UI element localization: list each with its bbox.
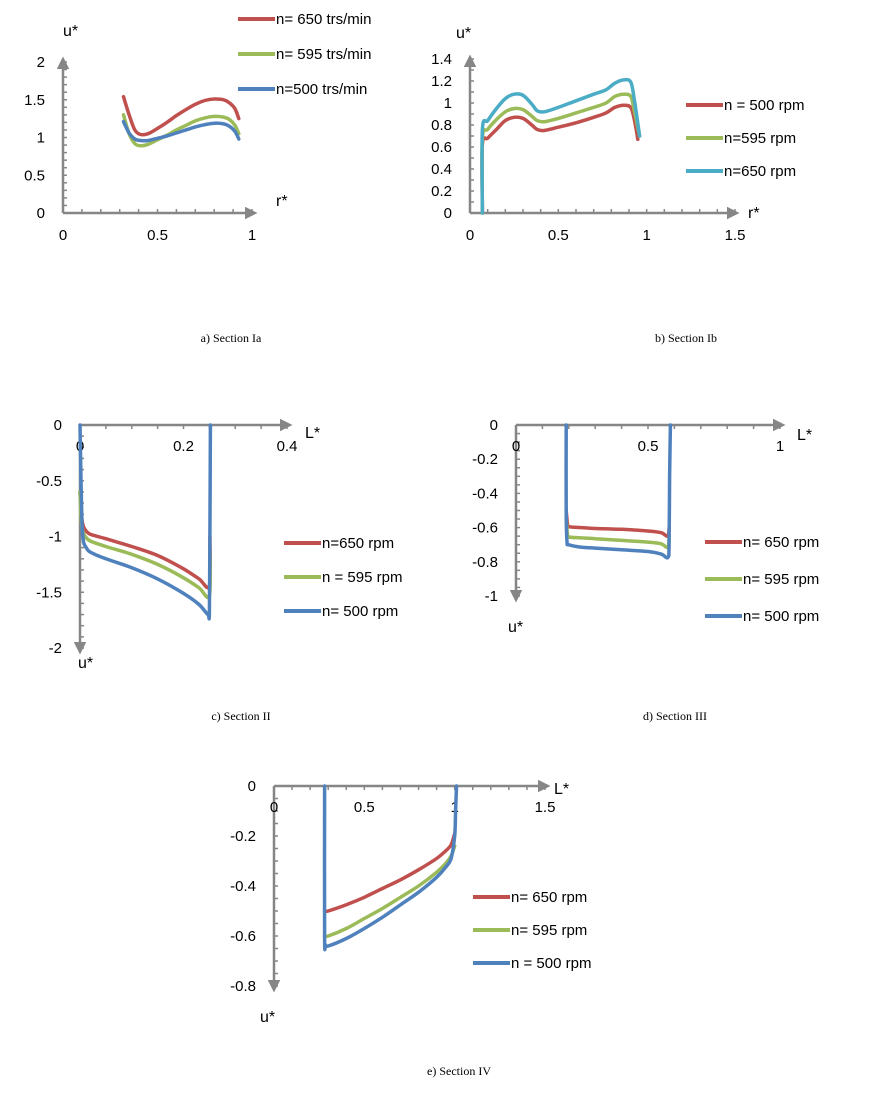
x-axis-title: L* (797, 427, 812, 444)
x-axis-title: L* (554, 781, 569, 798)
x-tick-label: 0.5 (638, 438, 659, 455)
chart-section-ia: 0 0.5 1 0 0.5 1 1.5 2 u* r* n= 650 trs/min n= 59… (24, 11, 371, 345)
legend-label: n= 650 rpm (511, 889, 587, 906)
x-tick-label: 0 (512, 438, 520, 455)
y-tick-label: 1 (37, 130, 45, 147)
y-tick-label: -0.4 (230, 878, 256, 895)
y-axis-title: u* (260, 1009, 275, 1026)
x-tick-label: 0.2 (173, 438, 194, 455)
y-tick-label: 0.5 (24, 167, 45, 184)
legend-label: n = 500 rpm (511, 955, 591, 972)
series-line-2 (322, 784, 459, 952)
y-tick-label: -2 (49, 640, 62, 657)
x-tick-label: 1.5 (535, 799, 556, 816)
series-line-0 (564, 508, 671, 538)
series-line-1 (322, 844, 457, 939)
legend-label: n= 500 rpm (743, 608, 819, 625)
y-tick-label: -0.2 (472, 451, 498, 468)
y-tick-label: -0.2 (230, 828, 256, 845)
chart-section-ib: 0 0.5 1 1.5 0 0.2 0.4 0.6 0.8 1 1.2 1.4 u* r* n = 5… (431, 25, 804, 345)
y-tick-label: 0 (248, 778, 256, 795)
legend-label: n = 595 rpm (322, 569, 402, 586)
legend-label: n= 595 rpm (511, 922, 587, 939)
series-line-2 (121, 119, 241, 143)
y-tick-label: 0.6 (431, 139, 452, 156)
series-line-2 (78, 423, 213, 621)
x-tick-label: 1.5 (725, 227, 746, 244)
series-line-2 (480, 77, 642, 215)
y-tick-label: 0 (54, 417, 62, 434)
x-tick-label: 0.4 (277, 438, 298, 455)
x-axis-title: L* (305, 425, 320, 442)
y-axis-title: u* (456, 25, 471, 42)
y-tick-label: -0.5 (36, 473, 62, 490)
y-tick-label: -1.5 (36, 584, 62, 601)
legend-label: n= 595 rpm (743, 571, 819, 588)
y-tick-label: 0.8 (431, 117, 452, 134)
legend-label: n= 650 trs/min (276, 11, 371, 28)
series-line-1 (121, 113, 241, 148)
y-tick-label: -1 (485, 588, 498, 605)
y-tick-label: 1.5 (24, 92, 45, 109)
y-tick-label: 0.4 (431, 161, 452, 178)
legend-label: n=595 rpm (724, 130, 796, 147)
y-tick-label: 1.4 (431, 51, 452, 68)
legend-label: n= 595 trs/min (276, 46, 371, 63)
y-tick-label: 1 (444, 95, 452, 112)
legend-label: n=650 rpm (322, 535, 394, 552)
caption: d) Section III (643, 709, 707, 723)
y-tick-label: -0.8 (472, 554, 498, 571)
y-tick-label: 0 (444, 205, 452, 222)
y-tick-label: 0.2 (431, 183, 452, 200)
chart-section-iii: 0 0.5 1 0 -0.2 -0.4 -0.6 -0.8 -1 u* L* n= 650 rp… (472, 417, 819, 723)
chart-section-iv: 0 0.5 1 1.50-0.2-0.4-0.6-0.8 u* L* n= 650 r… (230, 778, 591, 1078)
legend-label: n = 500 rpm (724, 97, 804, 114)
y-tick-label: 0 (490, 417, 498, 434)
series-line-1 (78, 490, 213, 600)
x-tick-label: 0.5 (354, 799, 375, 816)
legend-label: n=650 rpm (724, 163, 796, 180)
caption: b) Section Ib (655, 331, 717, 345)
y-axis-title: u* (63, 23, 78, 40)
y-axis-title: u* (508, 619, 523, 636)
y-tick-label: 0 (37, 205, 45, 222)
legend-label: n= 500 rpm (322, 603, 398, 620)
x-axis-title: r* (276, 193, 288, 210)
y-tick-label: -1 (49, 529, 62, 546)
series-line-0 (480, 103, 640, 215)
x-tick-label: 0.5 (548, 227, 569, 244)
y-tick-label: -0.6 (472, 520, 498, 537)
y-axis-title: u* (78, 655, 93, 672)
x-tick-label: 0 (270, 799, 278, 816)
series-line-1 (480, 92, 642, 215)
x-tick-label: 1 (248, 227, 256, 244)
legend-label: n= 650 rpm (743, 534, 819, 551)
x-axis-title: r* (748, 205, 760, 222)
series-line-0 (322, 831, 457, 914)
y-tick-label: -0.4 (472, 485, 498, 502)
caption: e) Section IV (427, 1064, 491, 1078)
y-tick-label: 2 (37, 54, 45, 71)
y-tick-label: 1.2 (431, 73, 452, 90)
legend-label: n=500 trs/min (276, 81, 367, 98)
x-tick-label: 0.5 (147, 227, 168, 244)
caption: a) Section Ia (201, 331, 262, 345)
x-tick-label: 1 (642, 227, 650, 244)
y-tick-label: -0.6 (230, 928, 256, 945)
x-tick-label: 0 (466, 227, 474, 244)
series-line-0 (121, 94, 241, 137)
x-tick-label: 1 (776, 438, 784, 455)
y-tick-label: -0.8 (230, 978, 256, 995)
x-tick-label: 0 (59, 227, 67, 244)
caption: c) Section II (211, 709, 270, 723)
series-line-2 (564, 423, 673, 560)
